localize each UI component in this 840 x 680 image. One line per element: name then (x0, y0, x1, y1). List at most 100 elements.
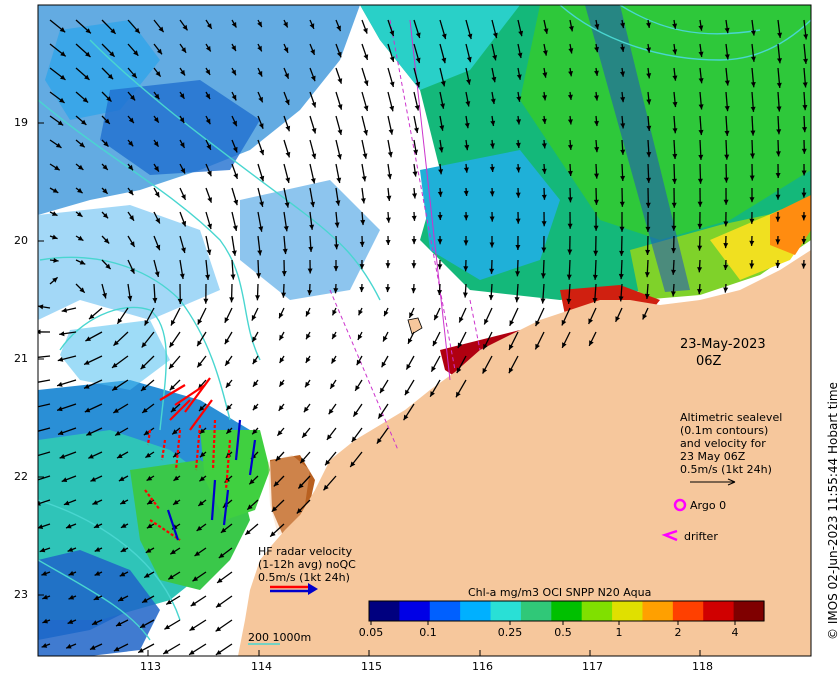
velocity-arrow-head (281, 292, 287, 298)
velocity-arrow-head (117, 453, 123, 459)
velocity-arrow-head (309, 23, 315, 29)
velocity-arrow-head (82, 97, 89, 103)
colorbar-segment (642, 601, 674, 621)
drifter-label: drifter (684, 530, 718, 543)
velocity-arrow-head (440, 103, 445, 109)
velocity-arrow-head (252, 358, 258, 365)
velocity-arrow-head (38, 304, 44, 310)
copyright-text: © IMOS 02-Jun-2023 11:55:44 Hobart time (826, 382, 840, 640)
velocity-arrow-head (142, 598, 148, 603)
velocity-arrow-head (359, 264, 365, 270)
velocity-arrow-head (232, 120, 237, 127)
velocity-arrow-head (543, 28, 549, 34)
velocity-arrow-head (724, 54, 730, 60)
velocity-arrow-head (231, 94, 237, 101)
colorbar: 0.05 0.1 0.25 0.5 1 2 4 (359, 600, 765, 639)
velocity-arrow-head (181, 194, 186, 200)
velocity-arrow-head (403, 414, 409, 421)
colorbar-frame (368, 600, 765, 622)
velocity-arrow-head (459, 316, 464, 323)
velocity-arrow-head (620, 22, 625, 29)
velocity-arrow-head (698, 129, 704, 136)
lon-tick-label: 113 (140, 660, 161, 673)
velocity-arrow-head (231, 250, 237, 256)
velocity-arrow-head (129, 241, 135, 247)
velocity-arrow-head (388, 129, 394, 135)
velocity-arrow-head (118, 596, 124, 601)
velocity-arrow-head (283, 226, 289, 232)
velocity-arrow-head (541, 194, 547, 200)
velocity-arrow-head (179, 142, 185, 148)
velocity-arrow-head (568, 48, 574, 54)
velocity-arrow-shaft (38, 355, 51, 358)
velocity-arrow-head (749, 240, 755, 246)
velocity-arrow-head (58, 430, 64, 436)
velocity-arrow-head (620, 123, 626, 129)
velocity-arrow-head (802, 127, 807, 133)
velocity-arrow-head (141, 342, 147, 348)
velocity-arrow-head (723, 221, 729, 227)
velocity-arrow-head (750, 153, 755, 159)
velocity-arrow-head (226, 404, 232, 411)
velocity-arrow-head (127, 164, 133, 171)
velocity-arrow-head (723, 243, 729, 249)
velocity-arrow-head (672, 178, 677, 184)
velocity-arrow-head (249, 479, 255, 485)
velocity-arrow-head (509, 344, 514, 350)
plot-frame (37, 4, 812, 657)
velocity-arrow-head (331, 358, 337, 364)
velocity-arrow-shaft (38, 499, 51, 505)
velocity-arrow-head (55, 142, 62, 148)
velocity-arrow-head (305, 381, 310, 388)
velocity-arrow-head (230, 274, 236, 280)
velocity-arrow-head (279, 357, 285, 363)
velocity-arrow-head (252, 404, 258, 411)
velocity-arrow-head (233, 173, 238, 179)
velocity-arrow-head (489, 166, 495, 172)
velocity-arrow-head (437, 289, 443, 296)
velocity-arrow-head (464, 122, 470, 129)
velocity-arrow-head (93, 595, 100, 600)
velocity-arrow-head (166, 599, 172, 605)
date-time-label: 23-May-2023 06Z (680, 336, 766, 370)
velocity-arrow-head (59, 454, 66, 459)
velocity-arrow-head (567, 170, 573, 176)
velocity-arrow-head (542, 95, 547, 101)
velocity-arrow-head (441, 33, 447, 40)
velocity-arrow-head (619, 226, 625, 232)
velocity-arrow-head (489, 268, 495, 274)
velocity-arrow-head (278, 405, 284, 411)
velocity-arrow-head (697, 223, 703, 229)
velocity-arrow-head (463, 190, 469, 196)
velocity-arrow-head (199, 405, 205, 412)
velocity-arrow-head (57, 381, 63, 387)
velocity-arrow-head (645, 249, 651, 255)
velocity-arrow-head (68, 594, 75, 600)
hf-radar-legend: HF radar velocity (1-12h avg) noQC 0.5m/… (258, 545, 356, 584)
lon-tick-label: 117 (582, 660, 603, 673)
velocity-arrow-head (490, 98, 496, 104)
velocity-arrow-head (383, 336, 388, 342)
velocity-arrow-head (252, 429, 258, 435)
velocity-arrow-head (153, 117, 159, 123)
velocity-arrow-head (490, 120, 496, 126)
altimetry-swath (585, 5, 690, 292)
velocity-arrow-head (171, 320, 176, 326)
velocity-arrow-head (259, 175, 265, 182)
velocity-arrow-head (79, 287, 85, 293)
velocity-arrow-head (107, 73, 114, 80)
velocity-arrow-head (411, 215, 417, 221)
velocity-arrow-head (385, 287, 391, 293)
velocity-arrow-head (231, 45, 236, 51)
velocity-arrow-head (180, 69, 185, 76)
velocity-arrow-head (231, 22, 237, 28)
velocity-arrow-head (777, 58, 782, 64)
velocity-arrow-head (41, 571, 47, 576)
velocity-arrow-head (102, 164, 108, 170)
velocity-arrow-head (645, 202, 651, 208)
velocity-arrow-head (432, 340, 438, 347)
velocity-arrow-head (488, 295, 494, 301)
velocity-arrow-head (233, 199, 239, 206)
velocity-arrow-head (514, 297, 520, 303)
velocity-arrow-head (154, 93, 160, 100)
